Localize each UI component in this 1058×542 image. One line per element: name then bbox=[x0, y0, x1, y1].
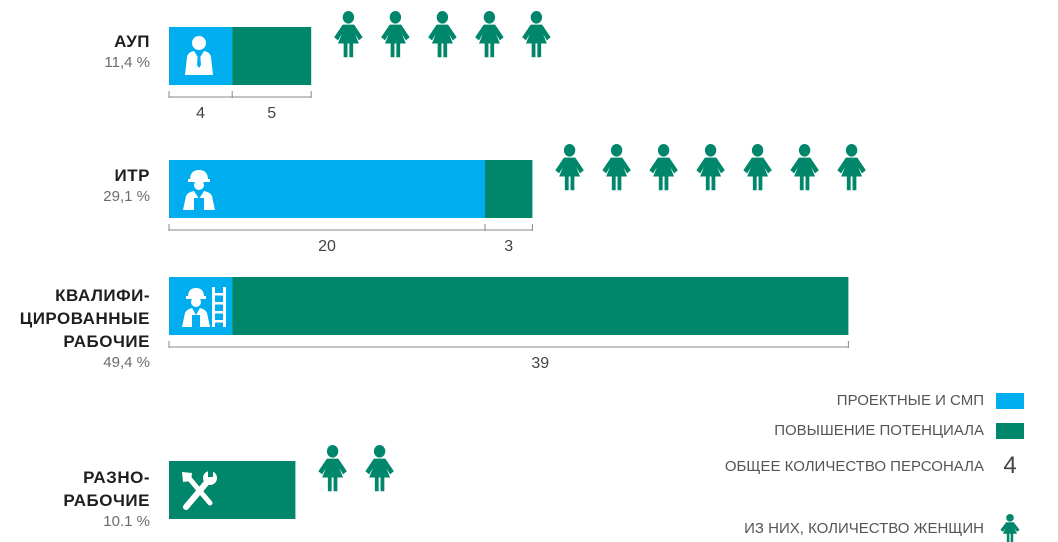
category-label-itr: ИТР 29,1 % bbox=[103, 164, 150, 207]
woman-icon bbox=[1000, 514, 1020, 542]
legend-item-total: ОБЩЕЕ КОЛИЧЕСТВО ПЕРСОНАЛА 4 bbox=[725, 452, 1024, 480]
segment-count-label: 5 bbox=[267, 105, 276, 122]
bar-segment bbox=[169, 27, 233, 85]
legend-swatch-blue bbox=[996, 392, 1024, 409]
woman-icon bbox=[475, 11, 504, 58]
woman-icon bbox=[602, 144, 631, 191]
bar-segment bbox=[485, 160, 533, 218]
legend-label: ОБЩЕЕ КОЛИЧЕСТВО ПЕРСОНАЛА bbox=[724, 457, 984, 475]
bar-segment bbox=[232, 277, 849, 335]
category-label-aup: АУП 11,4 % bbox=[104, 30, 150, 73]
bar-segment bbox=[169, 461, 296, 519]
woman-icon bbox=[365, 445, 394, 492]
category-share: 10.1 % bbox=[103, 513, 150, 530]
segment-count-label: 20 bbox=[318, 238, 336, 255]
bar-segment bbox=[169, 160, 485, 218]
legend-swatch-green bbox=[996, 422, 1024, 439]
legend-label: ИЗ НИХ, КОЛИЧЕСТВО ЖЕНЩИН bbox=[744, 519, 984, 537]
woman-icon bbox=[318, 445, 347, 492]
category-name: РАЗНО- РАБОЧИЕ bbox=[63, 468, 150, 510]
woman-icon bbox=[696, 144, 725, 191]
category-name: ИТР bbox=[114, 166, 150, 185]
woman-icon bbox=[790, 144, 819, 191]
segment-count-label: 3 bbox=[504, 238, 513, 255]
legend-label: ПРОЕКТНЫЕ И СМП bbox=[836, 392, 984, 409]
engineer-icon bbox=[183, 170, 215, 210]
bar-segment bbox=[232, 27, 312, 85]
legend-item-potential: ПОВЫШЕНИЕ ПОТЕНЦИАЛА bbox=[774, 422, 1024, 439]
segment-count-label: 4 bbox=[196, 105, 205, 122]
woman-icon bbox=[428, 11, 457, 58]
woman-icon bbox=[334, 11, 363, 58]
category-share: 11,4 % bbox=[104, 54, 150, 71]
tools-icon bbox=[182, 469, 217, 510]
category-label-qualified-workers: КВАЛИФИ- ЦИРОВАННЫЕ РАБОЧИЕ 49,4 % bbox=[20, 284, 150, 373]
legend-number-example: 4 bbox=[1003, 452, 1017, 479]
woman-icon bbox=[649, 144, 678, 191]
category-share: 49,4 % bbox=[103, 354, 150, 371]
legend-item-women: ИЗ НИХ, КОЛИЧЕСТВО ЖЕНЩИН bbox=[744, 514, 1024, 542]
worker-ladder-icon bbox=[182, 287, 226, 327]
category-share: 29,1 % bbox=[103, 188, 150, 205]
category-name: АУП bbox=[114, 32, 150, 51]
office-worker-icon bbox=[185, 36, 213, 75]
category-label-laborers: РАЗНО- РАБОЧИЕ 10.1 % bbox=[63, 466, 150, 532]
woman-icon bbox=[743, 144, 772, 191]
woman-icon bbox=[555, 144, 584, 191]
woman-icon bbox=[522, 11, 551, 58]
legend-item-design: ПРОЕКТНЫЕ И СМП bbox=[837, 392, 1024, 409]
woman-icon bbox=[837, 144, 866, 191]
legend-label: ПОВЫШЕНИЕ ПОТЕНЦИАЛА bbox=[774, 422, 984, 439]
category-name: КВАЛИФИ- ЦИРОВАННЫЕ РАБОЧИЕ bbox=[19, 286, 150, 351]
woman-icon bbox=[381, 11, 410, 58]
segment-count-label: 39 bbox=[531, 355, 549, 372]
